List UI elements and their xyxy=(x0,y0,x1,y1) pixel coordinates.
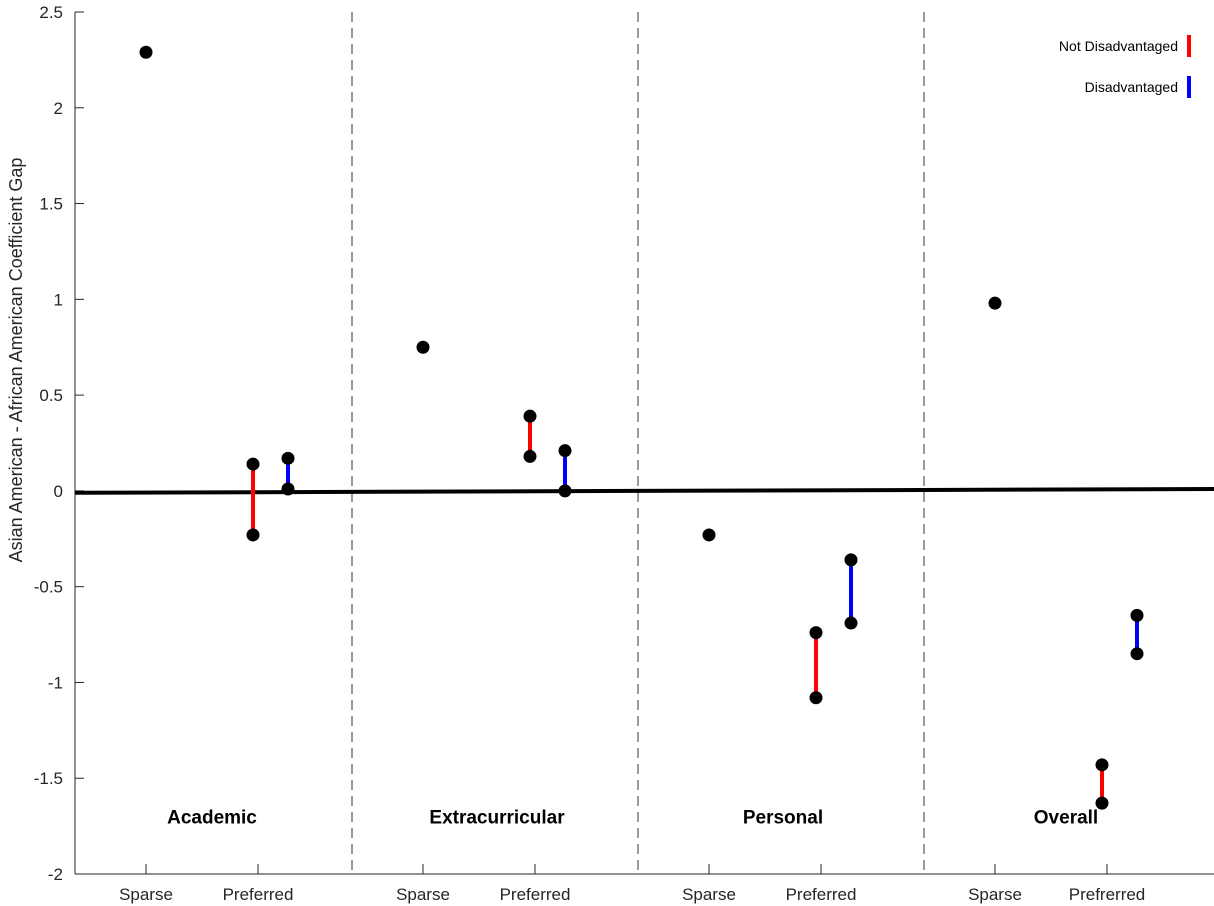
group-labels: Academic Extracurricular Personal Overall xyxy=(167,808,1098,829)
not-disadvantaged-point xyxy=(809,691,823,705)
disadvantaged-point xyxy=(844,616,858,630)
y-axis-label: Asian American - African American Coeffi… xyxy=(6,158,26,563)
y-tick-label: -1 xyxy=(48,673,63,692)
group-label: Academic xyxy=(167,808,257,829)
y-tick-label: 1 xyxy=(54,290,63,309)
x-tick-label: Prefrerred xyxy=(1069,885,1146,904)
zero-reference-line xyxy=(74,486,1214,495)
y-tick-label: -1.5 xyxy=(34,769,63,788)
x-tick-label: Sparse xyxy=(396,885,450,904)
y-tick-label: -0.5 xyxy=(34,578,63,597)
disadvantaged-point xyxy=(281,482,295,496)
legend: Not Disadvantaged Disadvantaged xyxy=(1059,35,1191,98)
y-tick-label: 1.5 xyxy=(39,195,63,214)
not-disadvantaged-point xyxy=(246,528,260,542)
x-tick-label: Preferred xyxy=(786,885,857,904)
not-disadvantaged-point xyxy=(1095,758,1109,772)
x-tick-label: Sparse xyxy=(682,885,736,904)
y-tick-label: -2 xyxy=(48,865,63,884)
data-marks xyxy=(139,45,1144,810)
not-disadvantaged-point xyxy=(523,449,537,463)
axes: 2.5 2 1.5 1 0.5 0 -0.5 -1 -1.5 -2 Sparse Preferred S… xyxy=(34,3,1214,904)
group-label: Extracurricular xyxy=(429,808,565,829)
not-disadvantaged-point xyxy=(1095,796,1109,810)
group-label: Overall xyxy=(1034,808,1098,829)
group-dividers xyxy=(351,12,925,874)
y-tick-label: 2.5 xyxy=(39,3,63,22)
x-tick-label: Preferred xyxy=(500,885,571,904)
group-label: Personal xyxy=(743,808,823,829)
not-disadvantaged-point xyxy=(523,409,537,423)
zero-line-layer xyxy=(74,486,1214,495)
not-disadvantaged-point xyxy=(809,626,823,640)
sparse-point xyxy=(702,528,716,542)
disadvantaged-point xyxy=(281,451,295,465)
y-tick-label: 2 xyxy=(54,99,63,118)
x-tick-label: Sparse xyxy=(968,885,1022,904)
sparse-point xyxy=(988,296,1002,310)
disadvantaged-point xyxy=(558,444,572,458)
sparse-point xyxy=(139,45,153,59)
disadvantaged-point xyxy=(1130,608,1144,622)
y-tick-label: 0.5 xyxy=(39,386,63,405)
y-tick-label: 0 xyxy=(54,482,63,501)
not-disadvantaged-point xyxy=(246,457,260,471)
disadvantaged-point xyxy=(844,553,858,567)
sparse-point xyxy=(416,340,430,354)
x-tick-label: Sparse xyxy=(119,885,173,904)
disadvantaged-point xyxy=(1130,647,1144,661)
disadvantaged-point xyxy=(558,484,572,498)
x-tick-label: Preferred xyxy=(223,885,294,904)
legend-label: Not Disadvantaged xyxy=(1059,38,1178,54)
legend-label: Disadvantaged xyxy=(1085,79,1178,95)
